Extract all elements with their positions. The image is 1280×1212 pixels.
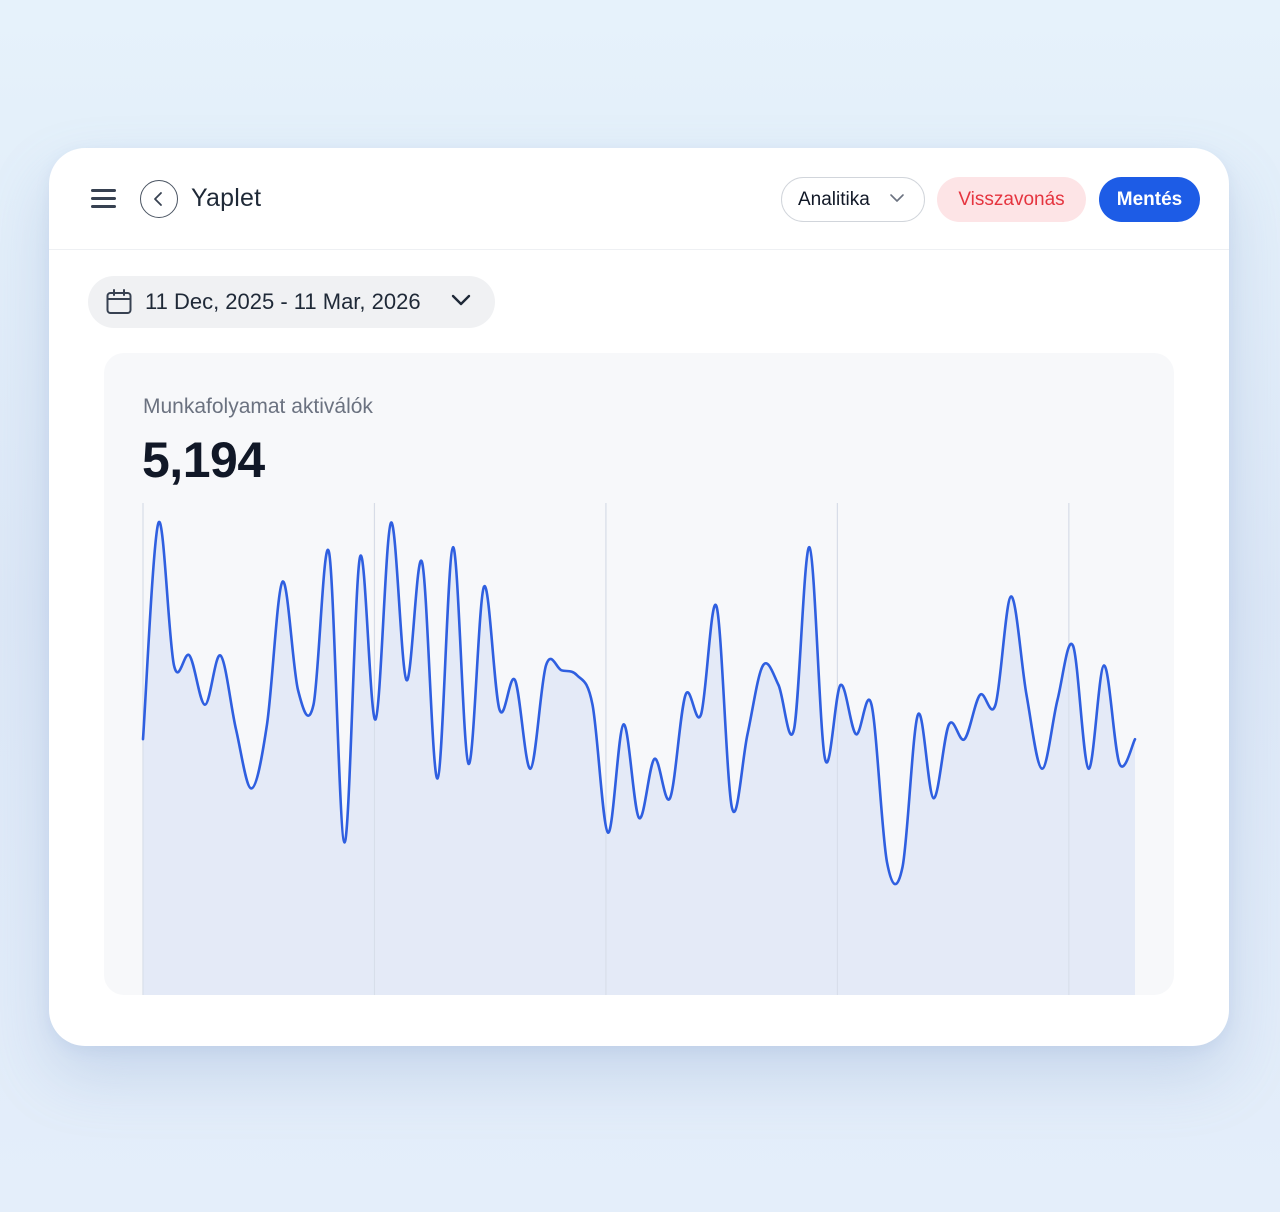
data-point[interactable] <box>498 708 502 712</box>
data-point[interactable] <box>327 550 331 554</box>
data-point[interactable] <box>219 654 223 658</box>
chart-panel: Munkafolyamat aktiválók 5,194 <box>104 353 1174 995</box>
data-point[interactable] <box>777 683 781 687</box>
data-point[interactable] <box>854 732 858 736</box>
data-point[interactable] <box>932 796 936 800</box>
data-point[interactable] <box>1040 767 1044 771</box>
hamburger-menu-icon[interactable] <box>91 186 117 210</box>
data-point[interactable] <box>575 673 579 677</box>
data-point[interactable] <box>265 722 269 726</box>
data-point[interactable] <box>374 717 378 721</box>
data-point[interactable] <box>994 703 998 707</box>
metric-label: Munkafolyamat aktiválók <box>143 395 373 418</box>
app-title: Yaplet <box>191 184 262 212</box>
data-point[interactable] <box>420 560 424 564</box>
data-point[interactable] <box>715 604 719 608</box>
data-point[interactable] <box>343 840 347 844</box>
data-point[interactable] <box>1056 698 1060 702</box>
cancel-button[interactable]: Visszavonás <box>937 177 1086 222</box>
data-point[interactable] <box>901 865 905 869</box>
series-area <box>143 521 1135 995</box>
data-point[interactable] <box>823 757 827 761</box>
data-point[interactable] <box>808 545 812 549</box>
chevron-left-icon <box>154 192 162 206</box>
data-point[interactable] <box>141 737 145 741</box>
data-point[interactable] <box>1071 644 1075 648</box>
data-point[interactable] <box>436 777 440 781</box>
area-chart <box>141 503 1137 995</box>
data-point[interactable] <box>482 585 486 589</box>
data-point[interactable] <box>281 580 285 584</box>
data-point[interactable] <box>963 737 967 741</box>
data-point[interactable] <box>1025 693 1029 697</box>
data-point[interactable] <box>978 693 982 697</box>
data-point[interactable] <box>870 703 874 707</box>
data-point[interactable] <box>622 722 626 726</box>
data-point[interactable] <box>513 678 517 682</box>
data-point[interactable] <box>1133 737 1137 741</box>
data-point[interactable] <box>1102 663 1106 667</box>
data-point[interactable] <box>684 693 688 697</box>
chevron-down-icon <box>890 194 904 202</box>
chevron-down-icon <box>451 294 471 306</box>
analytics-dropdown[interactable]: Analitika <box>781 177 925 222</box>
data-point[interactable] <box>916 713 920 717</box>
data-point[interactable] <box>746 732 750 736</box>
series-line <box>141 520 1137 886</box>
data-point[interactable] <box>157 521 161 525</box>
data-point[interactable] <box>312 703 316 707</box>
data-point[interactable] <box>653 757 657 761</box>
data-point[interactable] <box>885 860 889 864</box>
data-point[interactable] <box>451 545 455 549</box>
data-point[interactable] <box>467 762 471 766</box>
data-point[interactable] <box>1009 594 1013 598</box>
analytics-label: Analitika <box>798 188 870 210</box>
data-point[interactable] <box>792 727 796 731</box>
data-point[interactable] <box>839 683 843 687</box>
data-point[interactable] <box>529 767 533 771</box>
metric-value: 5,194 <box>142 432 265 488</box>
data-point[interactable] <box>606 831 610 835</box>
data-point[interactable] <box>544 663 548 667</box>
data-point[interactable] <box>1087 767 1091 771</box>
data-point[interactable] <box>560 668 564 672</box>
date-range-label: 11 Dec, 2025 - 11 Mar, 2026 <box>145 289 421 314</box>
calendar-icon <box>106 289 132 314</box>
header-bar: Yaplet Analitika Visszavonás Mentés <box>49 148 1229 250</box>
data-point[interactable] <box>389 521 393 525</box>
save-button[interactable]: Mentés <box>1099 177 1200 222</box>
main-card: Yaplet Analitika Visszavonás Mentés 11 D… <box>49 148 1229 1046</box>
data-point[interactable] <box>172 663 176 667</box>
data-point[interactable] <box>730 806 734 810</box>
date-range-picker[interactable]: 11 Dec, 2025 - 11 Mar, 2026 <box>88 276 495 328</box>
data-point[interactable] <box>761 663 765 667</box>
data-point[interactable] <box>405 678 409 682</box>
data-point[interactable] <box>637 816 641 820</box>
data-point[interactable] <box>358 555 362 559</box>
data-point[interactable] <box>699 713 703 717</box>
data-point[interactable] <box>296 688 300 692</box>
data-point[interactable] <box>250 786 254 790</box>
data-point[interactable] <box>947 722 951 726</box>
back-button[interactable] <box>140 180 178 218</box>
data-point[interactable] <box>188 654 192 658</box>
data-point[interactable] <box>1118 762 1122 766</box>
data-point[interactable] <box>203 703 207 707</box>
data-point[interactable] <box>668 796 672 800</box>
data-point[interactable] <box>234 727 238 731</box>
data-point[interactable] <box>591 703 595 707</box>
